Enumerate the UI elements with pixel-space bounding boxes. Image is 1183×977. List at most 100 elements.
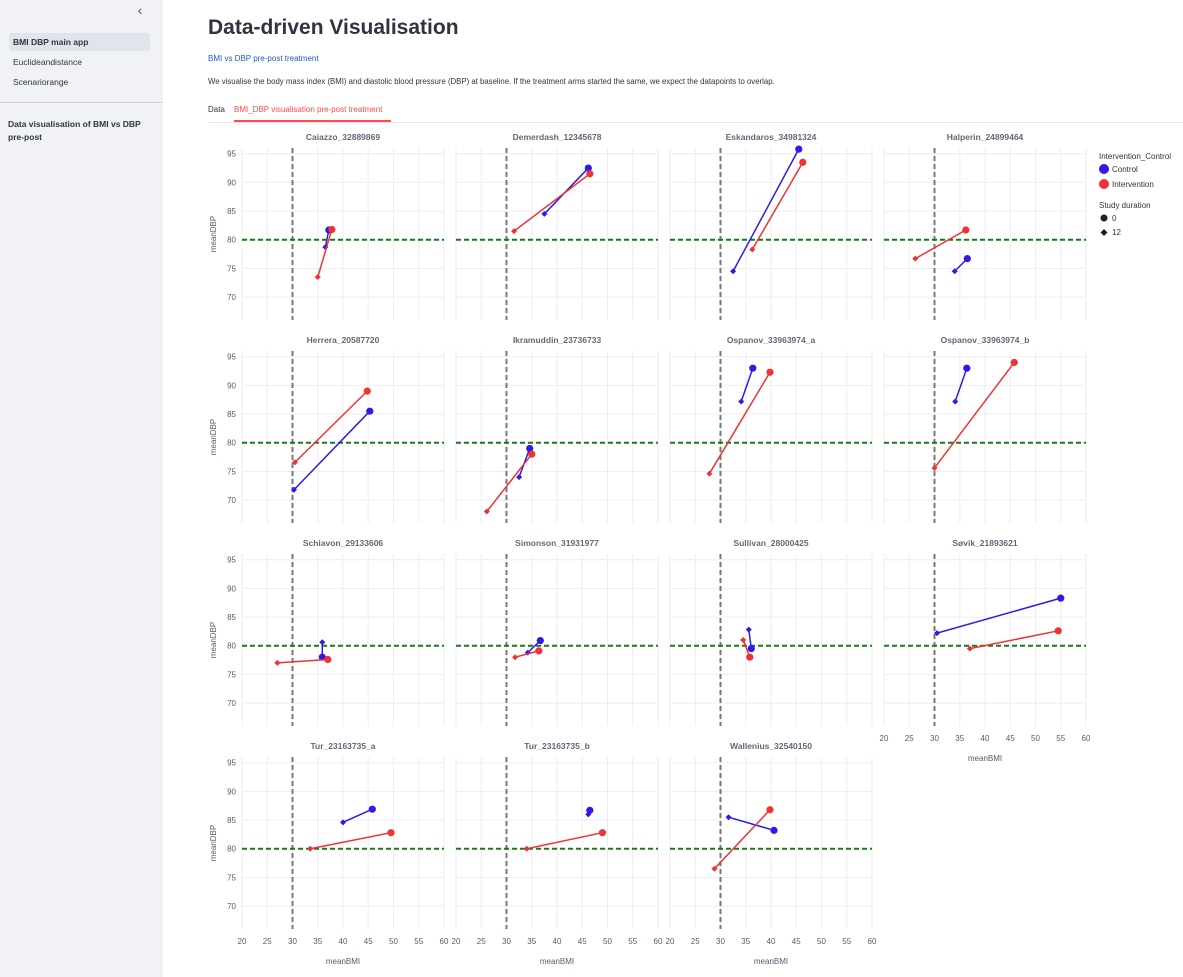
y-tick-label: 70	[227, 293, 236, 302]
intervention-point-12	[511, 228, 518, 235]
intervention-point-baseline	[535, 647, 543, 655]
x-tick-label: 35	[955, 734, 964, 743]
control-series-line	[728, 816, 775, 832]
control-point-12	[934, 630, 941, 637]
control-point-baseline	[963, 255, 971, 263]
facet-panel	[669, 757, 873, 929]
x-tick-label: 60	[868, 937, 877, 946]
intervention-series-line	[486, 453, 533, 512]
x-tick-label: 55	[628, 937, 637, 946]
legend-title-duration: Study duration	[1099, 201, 1151, 210]
facet-panel	[455, 757, 659, 929]
control-point-baseline	[963, 364, 971, 372]
y-tick-label: 75	[227, 873, 236, 882]
legend-control-label: Control	[1112, 165, 1138, 174]
intervention-point-baseline	[1010, 358, 1018, 367]
facet-title: Tur_23163735_b	[524, 741, 590, 751]
tab-bar: Data BMI_DBP visualisation pre-post trea…	[208, 100, 1183, 123]
control-point-baseline	[749, 364, 757, 372]
intervention-point-12	[292, 459, 299, 466]
intervention-point-baseline	[766, 806, 774, 814]
intervention-point-baseline	[387, 829, 395, 837]
y-axis-label: meanDBP	[209, 622, 218, 658]
control-point-baseline	[536, 636, 544, 645]
x-tick-label: 60	[1082, 734, 1091, 743]
control-point-baseline	[526, 444, 534, 453]
legend-duration-12-label: 12	[1112, 228, 1121, 237]
intervention-point-12	[711, 865, 718, 872]
tab-bmi-dbp-visualisation[interactable]: BMI_DBP visualisation pre-post treatment	[234, 105, 383, 114]
legend-title-color: Intervention_Control	[1099, 152, 1171, 161]
control-point-12	[738, 398, 745, 405]
x-tick-label: 25	[905, 734, 914, 743]
intervention-point-12	[706, 470, 713, 477]
y-tick-label: 90	[227, 584, 236, 593]
y-tick-label: 85	[227, 816, 236, 825]
x-tick-label: 45	[792, 937, 801, 946]
x-tick-label: 20	[238, 937, 247, 946]
intervention-point-12	[912, 255, 919, 262]
x-tick-label: 35	[741, 937, 750, 946]
x-tick-label: 30	[930, 734, 939, 743]
x-tick-label: 50	[817, 937, 826, 946]
active-tab-underline	[234, 120, 391, 122]
y-tick-label: 80	[227, 439, 236, 448]
legend-intervention-label: Intervention	[1112, 180, 1154, 189]
y-axis-label: meanDBP	[209, 216, 218, 252]
sidebar-divider	[0, 102, 163, 103]
control-point-12	[319, 639, 326, 646]
x-tick-label: 30	[502, 937, 511, 946]
intervention-series-line	[317, 229, 333, 278]
y-tick-label: 70	[227, 902, 236, 911]
control-point-12	[291, 486, 298, 493]
facet-panel	[241, 351, 445, 523]
legend-intervention-swatch	[1099, 179, 1109, 189]
facet-panel	[241, 554, 445, 726]
x-axis-label: meanBMI	[326, 957, 360, 966]
intervention-point-baseline	[962, 226, 970, 234]
nav-item-main-app[interactable]: BMI DBP main app	[9, 33, 150, 51]
nav-item-scenariorange[interactable]: Scenariorange	[13, 77, 69, 87]
intervention-series-line	[277, 658, 328, 664]
control-point-baseline	[770, 826, 778, 834]
tab-data[interactable]: Data	[208, 105, 225, 114]
facet-panel	[883, 351, 1087, 523]
x-tick-label: 25	[691, 937, 700, 946]
x-tick-label: 40	[767, 937, 776, 946]
x-tick-label: 40	[553, 937, 562, 946]
y-tick-label: 70	[227, 496, 236, 505]
facet-title: Caiazzo_32889869	[306, 132, 380, 142]
facet-title: Ikramuddin_23736733	[513, 335, 602, 345]
control-point-12	[725, 814, 732, 821]
facet-title: Sullivan_28000425	[733, 538, 808, 548]
x-tick-label: 20	[880, 734, 889, 743]
intervention-point-baseline	[766, 368, 774, 376]
x-tick-label: 50	[603, 937, 612, 946]
control-point-12	[745, 626, 752, 633]
control-point-12	[340, 819, 346, 826]
facet-panel	[669, 145, 873, 320]
control-series-line	[732, 148, 800, 272]
intervention-point-12	[749, 246, 756, 253]
facet-title: Halperin_24899464	[947, 132, 1024, 142]
control-point-baseline	[366, 407, 374, 415]
intervention-series-line	[514, 650, 540, 658]
chevron-left-icon[interactable]: ‹	[137, 2, 143, 18]
legend-duration-12-swatch	[1100, 229, 1108, 236]
intervention-point-12	[512, 654, 519, 661]
x-tick-label: 50	[1031, 734, 1040, 743]
control-point-baseline	[747, 645, 755, 653]
intervention-point-12	[740, 637, 747, 643]
facet-panel	[669, 351, 873, 523]
control-point-12	[952, 398, 959, 405]
intervention-point-12	[966, 645, 973, 652]
intervention-point-12	[307, 845, 314, 852]
x-tick-label: 35	[527, 937, 536, 946]
control-point-12	[516, 474, 523, 481]
nav-item-euclideandistance[interactable]: Euclideandistance	[13, 57, 82, 67]
sidebar-section-title: Data visualisation of BMI vs DBP pre-pos…	[8, 119, 141, 142]
subtitle-link[interactable]: BMI vs DBP pre-post treatment	[208, 54, 319, 63]
x-tick-label: 40	[981, 734, 990, 743]
intervention-point-12	[931, 464, 938, 471]
facet-panel	[455, 351, 659, 523]
